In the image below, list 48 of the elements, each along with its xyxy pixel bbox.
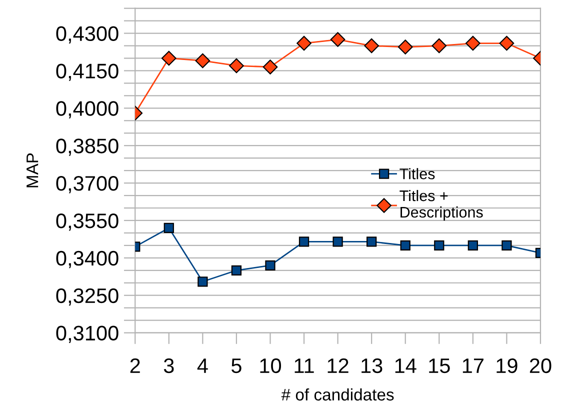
point <box>400 240 410 251</box>
point <box>195 53 210 68</box>
x-tick-label: 4 <box>197 358 208 373</box>
x-tick-label: 10 <box>260 358 282 374</box>
point <box>432 38 447 54</box>
legend-label: Titles <box>400 168 435 180</box>
x-axis-title: # of candidates <box>281 388 394 401</box>
point <box>262 60 278 74</box>
point <box>434 240 444 251</box>
point <box>164 222 174 234</box>
point <box>231 265 242 276</box>
x-tick-label: 14 <box>395 358 416 373</box>
point <box>332 236 343 247</box>
y-tick-label: 0,4300 <box>56 26 118 44</box>
x-tick-label: 12 <box>328 358 348 373</box>
point <box>198 276 208 287</box>
y-tick-label: 0,3550 <box>56 213 118 231</box>
point <box>398 40 413 54</box>
point <box>364 38 380 54</box>
y-tick-label: 0,3250 <box>56 288 118 306</box>
x-tick-label: 19 <box>496 358 518 374</box>
x-tick-label: 15 <box>429 358 450 374</box>
x-tick-label: 3 <box>164 358 174 374</box>
point <box>468 240 478 251</box>
point <box>265 260 276 270</box>
y-tick-label: 0,4000 <box>56 101 118 118</box>
x-tick-label: 2 <box>130 358 140 373</box>
x-tick-label: 5 <box>232 358 242 374</box>
point <box>298 236 310 247</box>
point <box>465 36 480 51</box>
point <box>502 240 512 251</box>
x-tick-label: 20 <box>530 358 552 374</box>
x-tick-label: 11 <box>294 358 314 373</box>
y-tick-label: 0,3850 <box>56 138 118 156</box>
y-tick-label: 0,3400 <box>56 250 118 268</box>
point <box>330 32 346 47</box>
legend-label: Titles + Descriptions <box>400 190 483 221</box>
x-tick-label: 13 <box>362 358 382 374</box>
point <box>229 58 244 74</box>
y-tick-label: 0,3700 <box>56 176 118 194</box>
y-tick-label: 0,4150 <box>56 64 118 81</box>
y-axis-title: MAP <box>26 153 38 188</box>
point <box>366 236 377 247</box>
y-tick-label: 0,3100 <box>56 326 118 344</box>
x-tick-label: 17 <box>462 358 484 373</box>
point <box>161 50 176 66</box>
point <box>499 36 514 51</box>
point <box>296 36 312 51</box>
